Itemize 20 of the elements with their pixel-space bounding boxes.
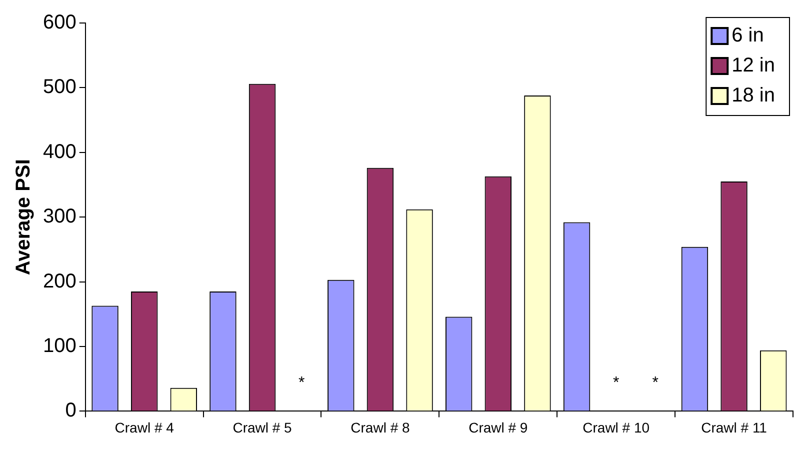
x-tick-label: Crawl # 9 xyxy=(468,419,528,436)
y-tick-label: 500 xyxy=(42,76,76,98)
x-tick-label: Crawl # 4 xyxy=(114,419,174,436)
x-tick-label: Crawl # 10 xyxy=(582,419,650,436)
annotation: * xyxy=(652,374,659,392)
y-tick-label: 400 xyxy=(42,140,76,163)
annotation: * xyxy=(612,374,620,392)
y-tick-label: 0 xyxy=(65,400,76,422)
y-axis-title: Average PSI xyxy=(12,159,35,276)
y-tick-label: 100 xyxy=(42,335,76,358)
legend-label: 18 in xyxy=(732,84,776,107)
y-tick-label: 600 xyxy=(42,12,76,34)
x-tick-label: Crawl # 5 xyxy=(232,419,292,436)
legend-label: 6 in xyxy=(732,24,764,47)
y-tick-label: 200 xyxy=(42,270,76,292)
legend-label: 12 in xyxy=(732,54,776,77)
x-tick-label: Crawl # 8 xyxy=(350,419,410,436)
annotation: * xyxy=(298,374,305,392)
y-tick-label: 300 xyxy=(42,206,76,228)
x-tick-label: Crawl # 11 xyxy=(701,419,768,436)
